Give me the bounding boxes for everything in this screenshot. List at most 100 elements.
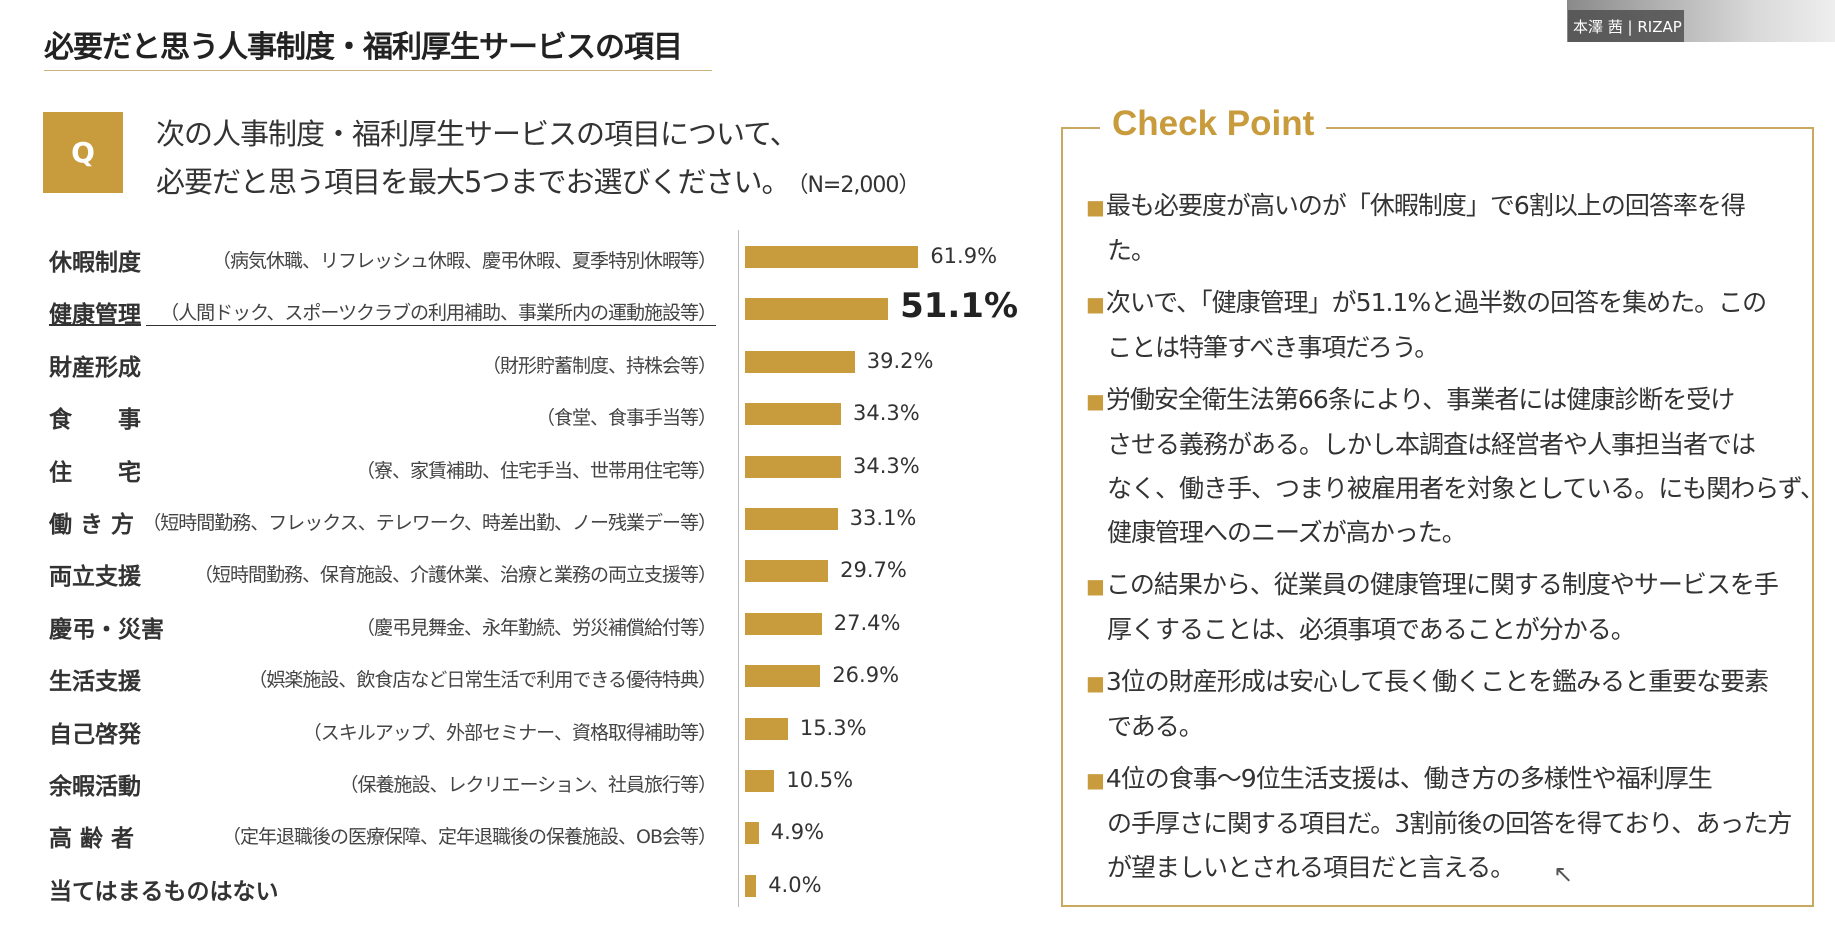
category-description: （病気休職、リフレッシュ休暇、慶弔休暇、夏季特別休暇等） [211, 250, 717, 272]
checkpoint-text: 次いで、「健康管理」が51.1%と過半数の回答を集めた。この [1105, 288, 1767, 317]
checkpoint-line: ■この結果から、従業員の健康管理に関する制度やサービスを手 [1086, 563, 1806, 608]
page-title: 必要だと思う人事制度・福利厚生サービスの項目 [44, 30, 683, 65]
checkpoint-text: た。 [1107, 236, 1156, 265]
category-description: （保養施設、レクリエーション、社員旅行等） [339, 774, 717, 796]
category-label: 財産形成 [49, 354, 141, 381]
checkpoint-line: 健康管理へのニーズが高かった。 [1086, 511, 1806, 555]
value-label: 33.1% [849, 506, 917, 530]
value-label: 27.4% [833, 610, 901, 635]
participant-name-tag: 本澤 茜 | RIZAP [1568, 10, 1684, 42]
bar [745, 350, 855, 373]
checkpoint-line: ■労働安全衛生法第66条により、事業者には健康診断を受け [1086, 378, 1806, 423]
checkpoint-line: なく、働き手、つまり被雇用者を対象としている。にも関わらず、 [1086, 467, 1825, 511]
category-description: （スキルアップ、外部セミナー、資格取得補助等） [302, 721, 717, 744]
category-label: 余暇活動 [49, 774, 141, 800]
question-badge: Q [43, 112, 123, 193]
chart-row: 慶弔・災害 （慶弔見舞金、永年勤続、労災補償給付等） 27.4% [0, 598, 1040, 650]
category-label: 生活支援 [49, 669, 141, 696]
checkpoint-line: た。 [1086, 229, 1806, 273]
chart-row: 自己啓発 （スキルアップ、外部セミナー、資格取得補助等） 15.3% [0, 703, 1040, 755]
title-divider [44, 70, 712, 71]
category-label: 食 事 [49, 407, 141, 434]
chart-row: 財産形成 （財形貯蓄制度、持株会等） 39.2% [0, 336, 1040, 388]
checkpoint-text: させる義務がある。しかし本調査は経営者や人事担当者では [1107, 430, 1756, 459]
bar [745, 560, 829, 583]
checkpoint-box [1061, 127, 1814, 907]
chart-axis-line [738, 230, 739, 907]
category-label: 自己啓発 [49, 721, 141, 748]
question-line-2: 必要だと思う項目を最大5つまでお選びください。 （N=2,000） [156, 158, 920, 210]
checkpoint-item: ■3位の財産形成は安心して長く働くことを鑑みると重要な要素 である。 [1086, 660, 1806, 749]
value-label: 34.3% [853, 453, 920, 478]
checkpoint-item: ■最も必要度が高いのが「休暇制度」で6割以上の回答率を得た。 [1086, 184, 1806, 273]
chart-row: 食 事 （食堂、食事手当等） 34.3% [0, 388, 1040, 440]
category-description: （娯楽施設、飲食店など日常生活で利用できる優待特典） [248, 669, 717, 692]
checkpoint-text: が望ましいとされる項目だと言える。 [1107, 853, 1515, 882]
category-description: （慶弔見舞金、永年勤続、労災補償給付等） [355, 616, 717, 639]
bar [745, 822, 759, 845]
chart-row: 高 齢 者 （定年退職後の医療保障、定年退職後の保養施設、OB会等） 4.9% [0, 807, 1040, 859]
question-line-2-text: 必要だと思う項目を最大5つまでお選びください。 [156, 165, 790, 199]
square-bullet-icon: ■ [1086, 292, 1105, 316]
question-line-1: 次の人事制度・福利厚生サービスの項目について、 [156, 117, 799, 151]
square-bullet-icon: ■ [1086, 389, 1105, 413]
category-label: 住 宅 [49, 459, 141, 486]
checkpoint-text: である。 [1107, 712, 1204, 741]
category-label: 当てはまるものはない [49, 878, 279, 905]
value-label: 26.9% [832, 663, 900, 688]
checkpoint-text: ことは特筆すべき事項だろう。 [1107, 333, 1439, 362]
bar [745, 612, 822, 635]
category-label: 働 き 方 [49, 512, 135, 538]
value-label: 4.9% [770, 820, 825, 845]
bar [745, 298, 889, 321]
value-label: 15.3% [799, 715, 867, 740]
category-description: （寮、家賃補助、住宅手当、世帯用住宅等） [355, 459, 717, 482]
checkpoint-text: この結果から、従業員の健康管理に関する制度やサービスを手 [1105, 570, 1779, 599]
chart-row: 生活支援 （娯楽施設、飲食店など日常生活で利用できる優待特典） 26.9% [0, 650, 1040, 702]
checkpoint-item: ■この結果から、従業員の健康管理に関する制度やサービスを手 厚くすることは、必須事… [1086, 563, 1806, 652]
checkpoint-text: 3位の財産形成は安心して長く働くことを鑑みると重要な要素 [1105, 667, 1769, 696]
bar [745, 508, 838, 530]
checkpoint-item: ■次いで、「健康管理」が51.1%と過半数の回答を集めた。この ことは特筆すべき事… [1086, 281, 1806, 370]
chart-row: 休暇制度 （病気休職、リフレッシュ休暇、慶弔休暇、夏季特別休暇等） 61.9% [0, 231, 1040, 283]
checkpoint-text: 厚くすることは、必須事項であることが分かる。 [1107, 615, 1636, 644]
sample-size: （N=2,000） [797, 173, 920, 198]
category-description: （食堂、食事手当等） [535, 407, 717, 430]
chart-row: 余暇活動 （保養施設、レクリエーション、社員旅行等） 10.5% [0, 755, 1040, 807]
mouse-cursor-icon: ↖ [1553, 860, 1574, 888]
checkpoint-text: 4位の食事～9位生活支援は、働き方の多様性や福利厚生 [1105, 764, 1713, 793]
checkpoint-line: が望ましいとされる項目だと言える。 [1086, 846, 1806, 890]
value-label: 10.5% [786, 768, 854, 792]
bar [745, 246, 919, 268]
value-label: 4.0% [768, 872, 822, 897]
category-label: 両立支援 [49, 564, 141, 591]
bar [745, 455, 842, 478]
checkpoint-line: 厚くすることは、必須事項であることが分かる。 [1086, 608, 1806, 652]
chart-row: 働 き 方 （短時間勤務、フレックス、テレワーク、時差出勤、ノー残業デー等） 33.… [0, 493, 1040, 545]
bar [745, 874, 757, 897]
category-label: 慶弔・災害 [49, 616, 164, 643]
category-label: 高 齢 者 [49, 826, 135, 853]
value-label: 34.3% [853, 401, 920, 426]
checkpoint-text: 最も必要度が高いのが「休暇制度」で6割以上の回答率を得 [1105, 191, 1746, 220]
category-description: （定年退職後の医療保障、定年退職後の保養施設、OB会等） [222, 826, 717, 849]
checkpoint-line: の手厚さに関する項目だ。3割前後の回答を得ており、あった方 [1086, 802, 1806, 846]
chart-row: 健康管理 （人間ドック、スポーツクラブの利用補助、事業所内の運動施設等） 51.1% [0, 283, 1040, 335]
category-label: 休暇制度 [49, 250, 141, 276]
square-bullet-icon: ■ [1086, 671, 1105, 695]
bar [745, 717, 788, 740]
category-label: 健康管理 [49, 302, 141, 329]
category-description: （財形貯蓄制度、持株会等） [481, 354, 717, 377]
checkpoint-line: ■4位の食事～9位生活支援は、働き方の多様性や福利厚生 [1086, 757, 1806, 802]
checkpoint-item: ■労働安全衛生法第66条により、事業者には健康診断を受け させる義務がある。しかし… [1086, 378, 1825, 555]
square-bullet-icon: ■ [1086, 574, 1105, 598]
value-label: 61.9% [930, 244, 998, 268]
category-description: （短時間勤務、保育施設、介護休業、治療と業務の両立支援等） [193, 564, 717, 587]
chart-row: 住 宅 （寮、家賃補助、住宅手当、世帯用住宅等） 34.3% [0, 441, 1040, 493]
question-text: 次の人事制度・福利厚生サービスの項目について、 必要だと思う項目を最大5つまでお… [156, 110, 920, 210]
checkpoint-line: ■最も必要度が高いのが「休暇制度」で6割以上の回答率を得 [1086, 184, 1806, 229]
checkpoint-text: 労働安全衛生法第66条により、事業者には健康診断を受け [1105, 385, 1735, 414]
bar [745, 403, 842, 426]
checkpoint-text: なく、働き手、つまり被雇用者を対象としている。にも関わらず、 [1107, 474, 1825, 503]
